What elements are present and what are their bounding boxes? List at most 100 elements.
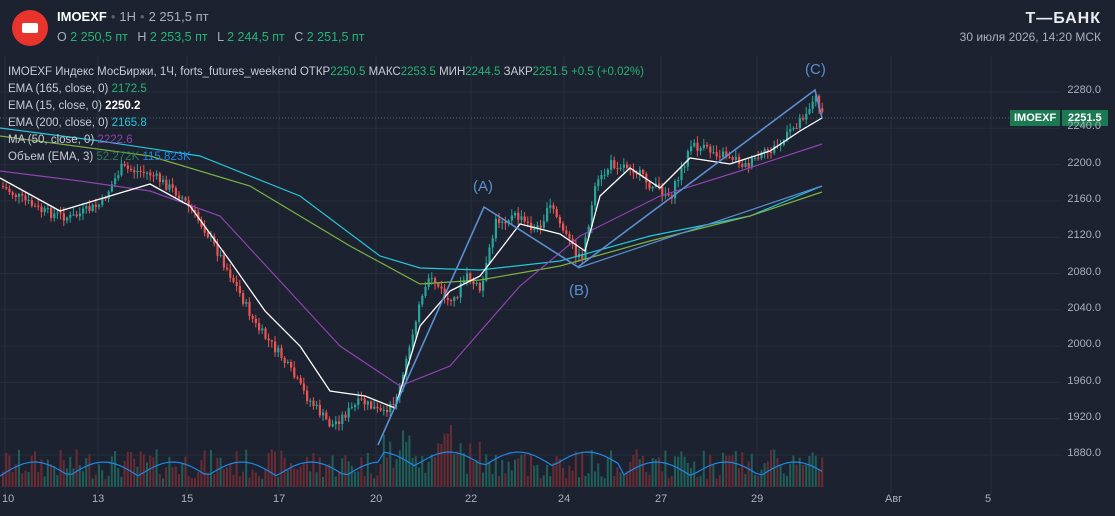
candle-body [574,243,577,258]
volume-bar [146,462,148,487]
candle-body [206,232,209,238]
volume-bar [357,471,360,487]
candle-body [622,164,625,168]
ticker-line[interactable]: IMOEXF • 1H • 2 251,5 пт [57,9,209,24]
candle-body [69,214,72,218]
legend-ema200[interactable]: EMA (200, close, 0) 2165.8 [8,117,147,129]
candle-body [686,151,689,167]
volume-bar [418,467,420,487]
volume-bar [763,463,766,487]
candle-body [98,204,101,207]
volume-bar [635,449,638,487]
candle-body [24,195,27,201]
candle-body [373,406,376,409]
indicator-legend: IMOEXF Индекс МосБиржи, 1Ч, forts_future… [8,64,644,166]
volume-bar [642,455,644,487]
volume-bar [510,470,513,487]
volume-bar [366,452,369,487]
volume-bar [178,474,180,487]
legend-main-line[interactable]: IMOEXF Индекс МосБиржи, 1Ч, forts_future… [8,66,644,78]
candle-body [267,338,270,341]
candle-body [661,187,664,196]
volume-bar [549,476,552,487]
volume-bar [171,467,174,487]
volume-bar [706,478,708,487]
ohlc-close-value: 2 251,5 пт [306,30,365,44]
volume-bar [485,454,488,487]
volume-bar [82,471,84,487]
candle-body [286,362,289,364]
volume-bar [104,478,107,487]
volume-bar [398,450,401,487]
time-axis[interactable]: 10 13 15 17 20 22 24 27 29 Авг 5 [0,493,1115,513]
legend-ma50[interactable]: MA (50, close, 0) 2222.6 [8,134,133,146]
candle-body [126,165,129,169]
ohlc-open-value: 2 250,5 пт [70,30,128,44]
candle-body [331,424,334,427]
candle-body [533,228,536,231]
candle-body [418,304,421,322]
symbol[interactable]: IMOEXF [57,9,107,24]
candle-body [178,195,181,199]
volume-bar [459,443,462,487]
volume-bar [434,456,436,487]
volume-bar [491,473,494,487]
candle-body [718,156,721,158]
legend-ema15[interactable]: EMA (15, close, 0) 2250.2 [8,100,141,112]
volume-bar [18,449,20,487]
volume-bar [213,474,216,487]
volume-bar [299,466,302,487]
candle-body [475,282,478,284]
volume-bar [658,457,660,487]
volume-bar [661,471,664,487]
candle-body [715,152,718,157]
volume-bar [123,460,126,487]
volume-bar [715,478,718,487]
candle-body [488,247,491,264]
volume-bar [56,475,59,487]
volume-bar [302,463,305,487]
volume-bar [261,478,264,487]
candle-body [210,236,213,238]
candle-body [526,221,529,223]
volume-bar [504,473,507,487]
candle-body [50,208,53,218]
volume-bar [306,456,308,487]
candle-body [27,199,30,201]
candle-body [62,213,65,221]
price-tag-symbol: IMOEXF [1010,110,1061,126]
volume-bar [190,478,193,487]
volume-bar [379,464,382,487]
price-axis[interactable]: 2280.0 2240.0 2200.0 2160.0 2120.0 2080.… [1060,56,1115,488]
candle-body [59,212,62,214]
x-tick: 17 [273,493,286,505]
volume-bar [808,455,811,487]
volume-bar [603,478,606,487]
legend-ema165[interactable]: EMA (165, close, 0) 2172.5 [8,83,147,95]
volume-bar [514,459,516,487]
volume-bar [770,449,772,487]
volume-bar [539,477,542,487]
legend-volume[interactable]: Объем (EMA, 3) 52.272K 115.823K [8,151,191,163]
price-chart-canvas[interactable] [0,56,1060,493]
candle-body [315,404,318,407]
volume-bar [725,455,728,487]
volume-bar [280,450,283,487]
volume-bar [24,470,27,487]
candle-body [613,160,616,169]
volume-bar [482,472,484,487]
volume-bar [69,456,72,487]
candle-body [274,341,277,353]
volume-bar [117,468,120,487]
volume-bar [581,451,584,487]
volume-bar [11,471,14,487]
volume-bar [139,451,142,487]
candle-body [309,400,312,402]
volume-bar [354,471,356,487]
volume-bar [75,449,78,487]
candle-body [501,221,504,223]
interval[interactable]: 1H [119,9,137,24]
candle-body [254,318,257,324]
volume-bar [107,475,110,487]
volume-bar [408,435,411,487]
